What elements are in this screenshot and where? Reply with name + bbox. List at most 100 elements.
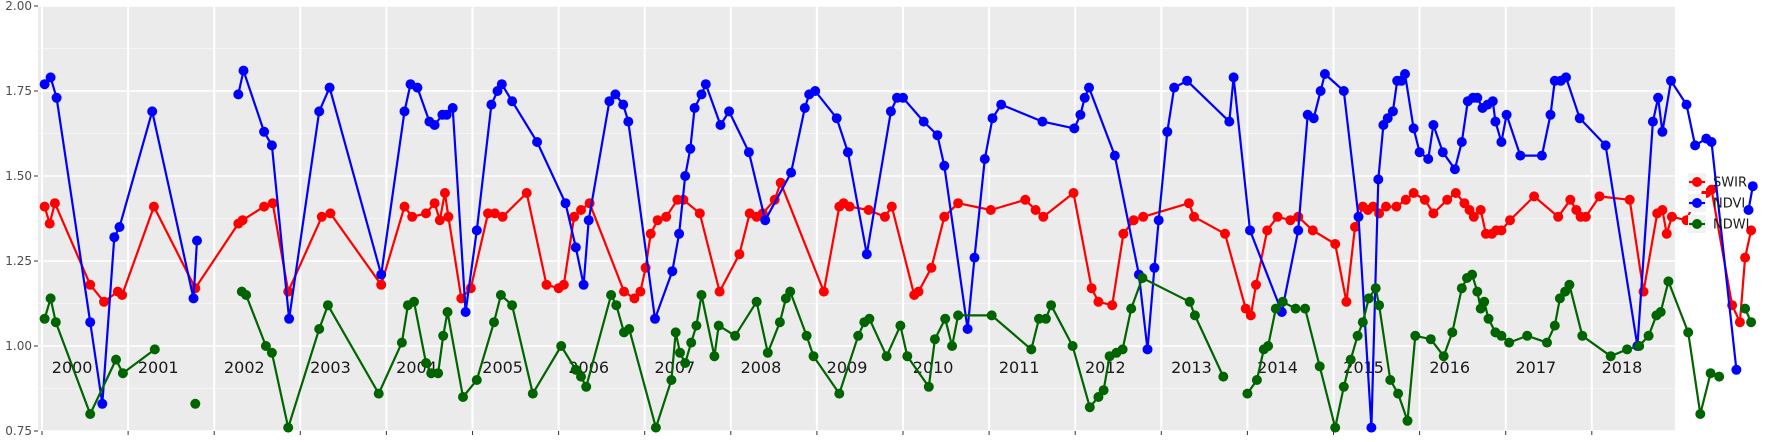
- data-point-swir: [1580, 211, 1591, 222]
- data-point-ndvi: [618, 99, 629, 110]
- data-point-ndwi: [1479, 296, 1490, 307]
- data-point-swir: [1657, 205, 1668, 215]
- data-point-ndvi: [1456, 137, 1467, 147]
- data-point-ndwi: [426, 368, 437, 379]
- data-point-ndwi: [1663, 276, 1674, 287]
- data-point-ndwi: [1504, 337, 1515, 348]
- data-point-ndvi: [399, 106, 410, 117]
- data-point-ndwi: [713, 320, 724, 331]
- data-point-ndwi: [458, 392, 468, 402]
- data-point-ndvi: [1501, 109, 1512, 120]
- data-point-ndwi: [314, 324, 325, 334]
- data-point-ndvi: [324, 82, 335, 93]
- data-point-swir: [1529, 191, 1540, 202]
- y-tick-label: 2.00: [5, 0, 32, 13]
- data-point-swir: [443, 211, 454, 222]
- data-point-ndvi: [578, 279, 589, 290]
- data-point-ndvi: [233, 89, 244, 100]
- data-point-ndvi: [1545, 109, 1556, 120]
- data-point-ndwi: [241, 290, 252, 300]
- data-point-ndwi: [438, 330, 449, 341]
- data-point-swir: [985, 205, 996, 215]
- data-point-ndwi: [1370, 283, 1381, 294]
- data-point-swir: [325, 208, 336, 219]
- data-point-ndwi: [1438, 351, 1449, 362]
- data-point-swir: [1459, 198, 1470, 209]
- legend-key-point: [1692, 219, 1702, 229]
- data-point-ndwi: [45, 293, 56, 304]
- data-point-ndwi: [507, 300, 518, 311]
- data-point-ndwi: [1577, 330, 1588, 341]
- data-point-swir: [1350, 222, 1360, 232]
- data-point-ndvi: [831, 113, 842, 124]
- data-point-ndwi: [1605, 351, 1616, 362]
- year-label: 2016: [1429, 358, 1470, 377]
- data-point-ndwi: [1483, 313, 1494, 324]
- data-point-swir: [1341, 296, 1352, 307]
- data-point-ndvi: [1496, 137, 1507, 147]
- data-point-swir: [1038, 211, 1049, 222]
- data-point-swir: [1240, 303, 1251, 314]
- data-point-ndvi: [109, 232, 120, 243]
- series-ndwi: [39, 269, 1757, 433]
- legend-label-ndwi: NDWI: [1713, 218, 1749, 233]
- data-point-ndwi: [1549, 320, 1560, 331]
- year-label: 2002: [224, 358, 265, 377]
- data-point-ndvi: [604, 96, 615, 107]
- data-point-ndvi: [996, 99, 1007, 110]
- data-point-ndvi: [460, 307, 471, 317]
- data-point-ndvi: [1169, 82, 1180, 93]
- data-point-swir: [1468, 211, 1479, 222]
- data-point-ndvi: [1037, 116, 1048, 127]
- data-point-swir: [148, 201, 159, 212]
- data-point-swir: [1138, 211, 1149, 222]
- data-point-swir: [629, 293, 640, 304]
- data-point-swir: [1272, 211, 1283, 222]
- y-tick-label: 1.00: [5, 339, 32, 353]
- data-point-swir: [1307, 225, 1318, 236]
- data-point-ndwi: [1695, 409, 1706, 419]
- data-point-ndwi: [929, 334, 940, 345]
- data-point-ndwi: [322, 300, 333, 311]
- data-point-ndwi: [117, 368, 128, 379]
- data-point-ndwi: [1330, 422, 1341, 433]
- data-point-ndwi: [1402, 415, 1413, 426]
- series-ndvi: [39, 65, 1758, 433]
- data-point-ndvi: [1428, 120, 1439, 130]
- data-point-ndwi: [1357, 317, 1368, 328]
- data-point-ndvi: [447, 103, 458, 113]
- data-point-ndvi: [667, 266, 678, 277]
- data-point-swir: [1128, 215, 1139, 226]
- data-point-swir: [879, 211, 890, 222]
- data-point-ndvi: [1706, 137, 1717, 147]
- data-point-ndvi: [486, 99, 497, 110]
- data-point-ndwi: [1067, 341, 1078, 351]
- data-point-ndwi: [1098, 385, 1109, 396]
- data-point-swir: [429, 198, 440, 209]
- data-point-swir: [1666, 211, 1677, 222]
- data-point-ndwi: [1622, 344, 1633, 355]
- data-point-swir: [844, 201, 855, 212]
- data-point-ndvi: [45, 72, 56, 83]
- data-point-swir: [1505, 215, 1515, 226]
- data-point-swir: [913, 286, 924, 297]
- y-tick-label: 1.50: [5, 169, 32, 183]
- data-point-ndvi: [1245, 225, 1255, 236]
- year-label: 2005: [482, 358, 523, 377]
- data-point-ndvi: [39, 79, 50, 90]
- data-point-swir: [1330, 239, 1341, 249]
- y-tick-label: 1.75: [5, 84, 32, 98]
- data-point-ndwi: [1655, 307, 1666, 317]
- data-point-ndvi: [97, 398, 108, 409]
- data-point-swir: [1746, 225, 1757, 236]
- data-point-ndvi: [441, 109, 452, 120]
- data-point-ndvi: [1743, 205, 1754, 215]
- data-point-swir: [558, 279, 569, 290]
- data-point-ndvi: [979, 154, 990, 164]
- data-point-ndwi: [1189, 310, 1200, 321]
- data-point-swir: [1624, 194, 1635, 205]
- data-point-swir: [407, 211, 418, 222]
- data-point-ndvi: [192, 235, 202, 246]
- data-point-swir: [1020, 194, 1031, 205]
- data-point-ndwi: [1046, 300, 1057, 311]
